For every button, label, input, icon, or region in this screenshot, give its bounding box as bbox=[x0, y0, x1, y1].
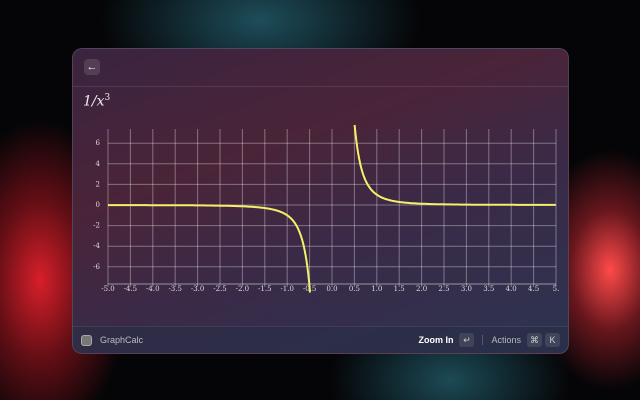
graphcalc-app-icon bbox=[81, 334, 92, 346]
x-tick-label: -4.5 bbox=[124, 285, 137, 293]
x-tick-label: 0.0 bbox=[326, 285, 337, 293]
y-tick-label: 4 bbox=[96, 160, 101, 168]
y-tick-label: 0 bbox=[96, 201, 100, 209]
x-tick-label: 5. bbox=[553, 285, 560, 293]
y-tick-label: 2 bbox=[96, 180, 100, 188]
x-tick-label: -4.0 bbox=[146, 285, 160, 293]
x-tick-label: 3.0 bbox=[461, 285, 472, 293]
x-tick-label: -2.5 bbox=[213, 285, 227, 293]
x-tick-label: 2.5 bbox=[438, 285, 449, 293]
cmd-key-hint: ⌘ bbox=[527, 333, 542, 347]
x-tick-label: 4.5 bbox=[528, 285, 539, 293]
zoom-in-button[interactable]: Zoom In bbox=[418, 335, 454, 345]
x-tick-label: 3.5 bbox=[483, 285, 494, 293]
divider bbox=[482, 335, 484, 345]
expression-text: 1/x bbox=[83, 93, 105, 110]
x-tick-label: -5.0 bbox=[101, 285, 115, 293]
x-tick-label: -2.0 bbox=[236, 285, 250, 293]
x-tick-label: -1.0 bbox=[280, 285, 294, 293]
y-tick-label: 6 bbox=[96, 139, 101, 147]
arrow-left-icon[interactable]: ← bbox=[84, 59, 100, 75]
expression-exponent: 3 bbox=[104, 93, 111, 103]
curve-negative-branch bbox=[108, 204, 311, 293]
x-tick-label: -3.5 bbox=[168, 285, 182, 293]
x-tick-label: 2.0 bbox=[416, 285, 427, 293]
x-tick-label: -3.0 bbox=[191, 285, 205, 293]
curve-positive-branch bbox=[353, 124, 556, 206]
x-tick-label: 1.0 bbox=[371, 285, 382, 293]
expression-title: 1/x3 bbox=[83, 93, 110, 110]
header: ← bbox=[73, 49, 568, 87]
actions-button[interactable]: Actions bbox=[491, 335, 521, 345]
x-tick-label: 1.5 bbox=[394, 285, 405, 293]
y-tick-label: -2 bbox=[93, 222, 100, 230]
x-tick-label: -1.5 bbox=[258, 285, 272, 293]
y-tick-label: -6 bbox=[93, 263, 100, 271]
x-tick-label: 4.0 bbox=[506, 285, 517, 293]
k-key-hint: K bbox=[545, 333, 560, 347]
x-tick-label: 0.5 bbox=[349, 285, 360, 293]
y-tick-label: -4 bbox=[93, 242, 100, 250]
graph-plot: -5.0 -4.5 -4.0 -3.5 -3.0 -2.5 -2.0 -1.5 -1.0 -0.5… bbox=[93, 124, 560, 293]
enter-key-hint: ↵ bbox=[459, 333, 475, 347]
footer-bar: GraphCalc Zoom In ↵ Actions ⌘ K bbox=[73, 326, 568, 353]
app-name: GraphCalc bbox=[100, 335, 144, 345]
graphcalc-window: ← 1/x3 -5.0 -4.5 -4.0 -3.5 -3.0 -2.5 -2.0 -1.5-… bbox=[72, 48, 569, 354]
